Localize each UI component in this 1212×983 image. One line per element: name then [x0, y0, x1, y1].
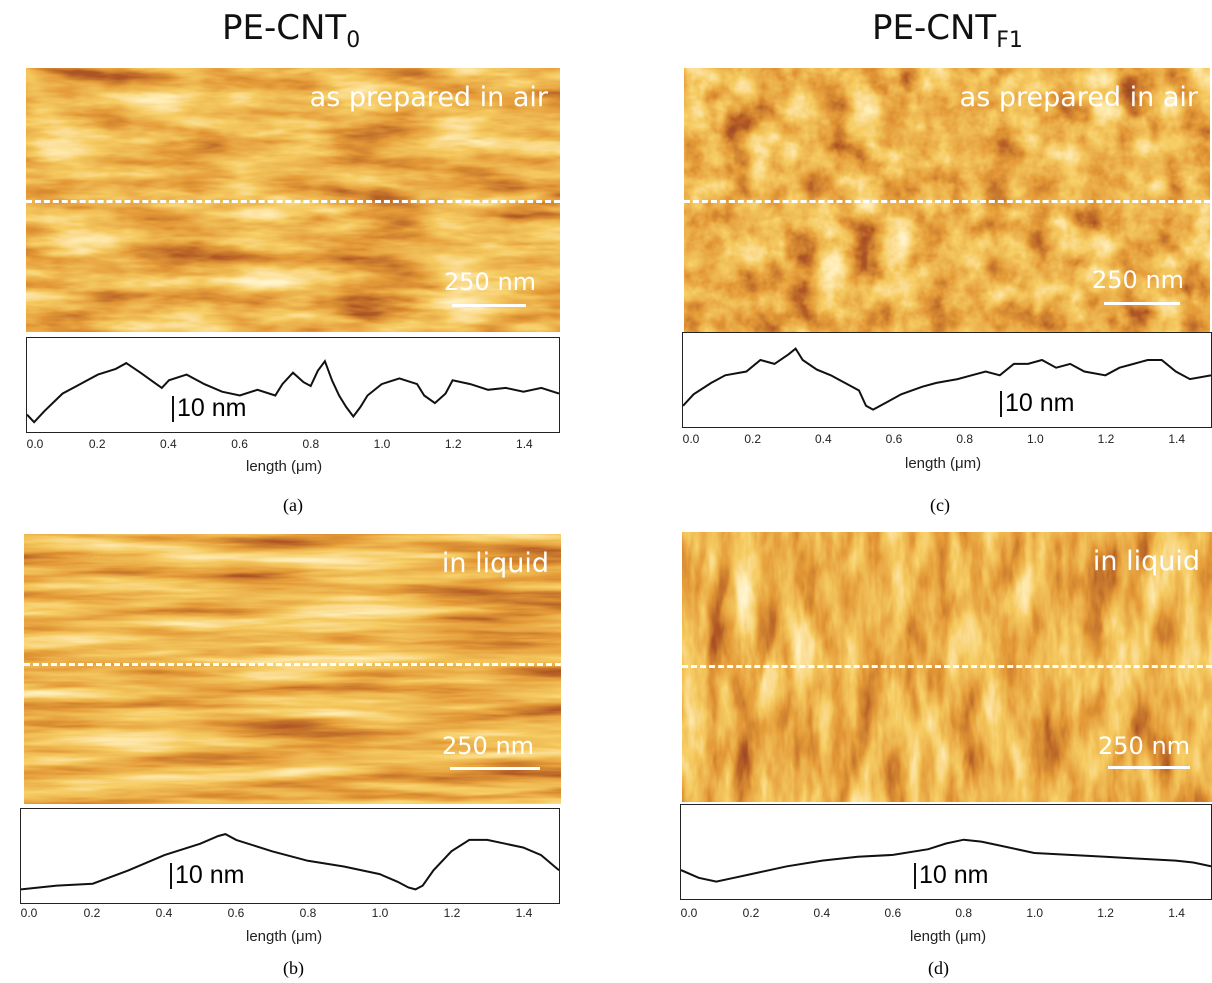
x-tick-label: 1.2 — [443, 906, 461, 920]
x-tick-labels-c: 0.0 0.2 0.4 0.6 0.8 1.0 1.2 1.4 — [682, 432, 1212, 448]
x-tick-label: 0.4 — [160, 437, 177, 451]
height-profile-a: 10 nm — [26, 337, 560, 433]
scale-bar-label: 250 nm — [444, 268, 537, 296]
z-scale-label: 10 nm — [1005, 389, 1075, 417]
x-tick-label: 1.0 — [1026, 906, 1043, 920]
scale-bar — [452, 304, 526, 307]
x-axis-label-c: length (μm) — [905, 455, 982, 472]
height-profile-d: 10 nm — [680, 804, 1212, 900]
x-tick-label: 1.0 — [1026, 432, 1044, 446]
panel-label-b: (b) — [283, 958, 304, 978]
x-tick-label: 0.0 — [20, 906, 38, 920]
x-tick-label: 1.0 — [371, 906, 389, 920]
x-tick-label: 0.0 — [682, 432, 700, 446]
x-tick-label: 0.4 — [155, 906, 173, 920]
x-tick-label: 0.8 — [956, 432, 973, 446]
x-tick-label: 0.0 — [680, 906, 698, 920]
x-tick-label: 1.0 — [373, 437, 391, 451]
afm-image-a: as prepared in air 250 nm — [26, 68, 560, 332]
scale-bar — [1108, 766, 1190, 769]
profile-svg — [21, 833, 559, 891]
x-tick-label: 0.8 — [299, 906, 317, 920]
x-tick-label: 0.8 — [955, 906, 973, 920]
panel-label-a: (a) — [283, 495, 303, 515]
profile-svg — [27, 359, 559, 424]
mode-label: in liquid — [441, 548, 549, 579]
x-tick-label: 1.2 — [444, 437, 462, 451]
x-tick-label: 1.4 — [1168, 432, 1185, 446]
mode-label: in liquid — [1092, 546, 1200, 577]
z-scale-label: 10 nm — [175, 861, 245, 889]
afm-image-b: in liquid 250 nm — [24, 534, 561, 804]
x-axis-label-b: length (μm) — [246, 928, 323, 945]
scale-bar — [450, 767, 540, 770]
x-tick-label: 1.2 — [1097, 432, 1115, 446]
mode-label: as prepared in air — [959, 82, 1198, 113]
profile-svg — [683, 347, 1211, 417]
x-tick-label: 0.6 — [885, 432, 903, 446]
afm-topography — [24, 534, 561, 804]
x-tick-label: 1.4 — [515, 906, 533, 920]
x-tick-label: 0.2 — [742, 906, 760, 920]
afm-image-c: as prepared in air 250 nm — [684, 68, 1210, 332]
x-tick-label: 1.4 — [516, 437, 533, 451]
x-tick-label: 0.4 — [813, 906, 831, 920]
profile-line — [26, 200, 560, 203]
panel-label-c: (c) — [930, 495, 950, 515]
profile-trace — [681, 838, 1211, 883]
profile-trace — [683, 347, 1211, 411]
panel-label-d: (d) — [928, 958, 949, 978]
x-tick-labels-b: 0.0 0.2 0.4 0.6 0.8 1.0 1.2 1.4 — [20, 906, 560, 922]
x-tick-label: 0.6 — [227, 906, 245, 920]
scale-bar-label: 250 nm — [1098, 732, 1191, 760]
x-tick-labels-a: 0.0 0.2 0.4 0.6 0.8 1.0 1.2 1.4 — [26, 437, 560, 453]
x-tick-label: 0.0 — [26, 437, 44, 451]
profile-trace — [27, 359, 559, 424]
profile-svg — [681, 838, 1211, 889]
x-tick-label: 0.6 — [231, 437, 248, 451]
x-tick-label: 0.8 — [302, 437, 320, 451]
x-tick-label: 0.2 — [88, 437, 106, 451]
profile-line — [684, 200, 1210, 203]
z-scale-label: 10 nm — [177, 394, 247, 422]
column-title-pe-cnt0: PE-CNT0 — [222, 8, 361, 53]
scale-bar-label: 250 nm — [442, 732, 535, 760]
height-profile-c: 10 nm — [682, 332, 1212, 428]
x-tick-label: 0.2 — [744, 432, 761, 446]
z-scale-label: 10 nm — [919, 861, 989, 889]
scale-bar-label: 250 nm — [1092, 266, 1185, 294]
profile-line — [682, 665, 1212, 668]
profile-line — [24, 663, 561, 666]
mode-label: as prepared in air — [309, 82, 548, 113]
afm-image-d: in liquid 250 nm — [682, 532, 1212, 802]
profile-trace — [21, 833, 559, 891]
height-profile-b: 10 nm — [20, 808, 560, 904]
x-axis-label-d: length (μm) — [910, 928, 987, 945]
x-tick-label: 0.6 — [884, 906, 902, 920]
scale-bar — [1104, 302, 1180, 305]
column-title-pe-cntf1: PE-CNTF1 — [872, 8, 1023, 53]
x-tick-labels-d: 0.0 0.2 0.4 0.6 0.8 1.0 1.2 1.4 — [680, 906, 1212, 922]
x-tick-label: 0.4 — [814, 432, 832, 446]
x-tick-label: 0.2 — [83, 906, 101, 920]
x-axis-label-a: length (μm) — [246, 458, 323, 475]
x-tick-label: 1.2 — [1097, 906, 1114, 920]
x-tick-label: 1.4 — [1168, 906, 1185, 920]
